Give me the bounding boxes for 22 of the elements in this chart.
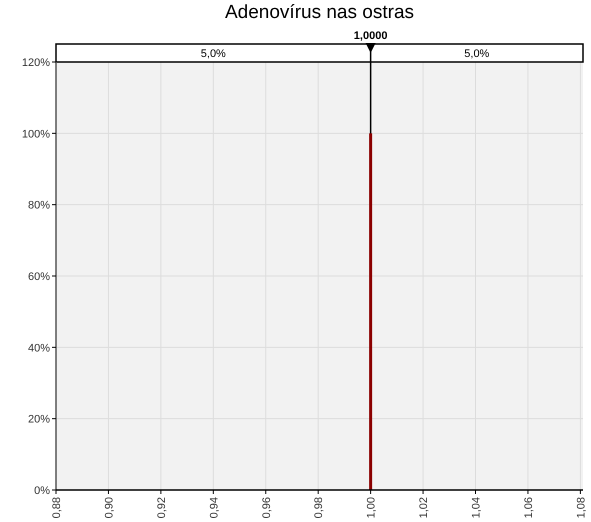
ref-line-label: 1,0000 xyxy=(354,30,388,42)
y-tick-label: 60% xyxy=(28,271,50,283)
y-tick-label: 100% xyxy=(22,128,50,140)
x-tick-label: 0,94 xyxy=(208,497,220,518)
text: 5,0% xyxy=(200,48,226,60)
x-tick-label: 0,96 xyxy=(260,497,273,518)
y-tick-label: 40% xyxy=(28,342,50,354)
x-tick-label: 0,98 xyxy=(313,497,326,518)
x-tick-label: 1,06 xyxy=(522,497,535,518)
x-tick-label: 1,02 xyxy=(418,497,430,518)
x-tick-label: 1,00 xyxy=(366,497,378,518)
y-tick-label: 80% xyxy=(28,200,50,212)
x-tick-label: 0,90 xyxy=(103,497,116,518)
text: 5,0% xyxy=(464,48,490,60)
x-tick-label: 0,92 xyxy=(156,497,168,518)
x-tick-label: 1,04 xyxy=(470,497,483,518)
y-tick-label: 120% xyxy=(22,57,50,69)
y-tick-label: 20% xyxy=(28,414,50,426)
x-tick-label: 1,08 xyxy=(575,497,588,518)
y-tick-label: 0% xyxy=(34,485,50,497)
x-tick-label: 0,88 xyxy=(51,497,63,518)
chart-title: Adenovírus nas ostras xyxy=(224,2,414,23)
